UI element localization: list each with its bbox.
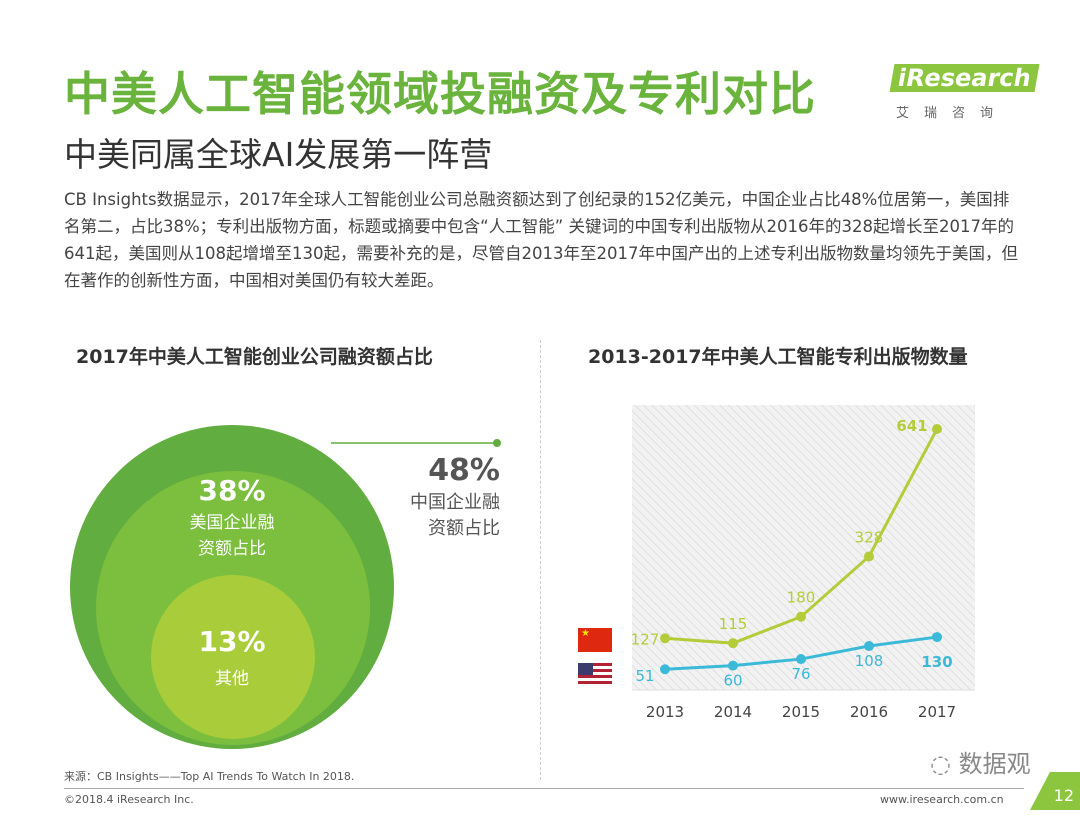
pie-circle-other <box>151 575 315 739</box>
data-point <box>864 551 874 562</box>
data-label: 108 <box>855 652 884 670</box>
data-label: 130 <box>921 653 952 671</box>
x-tick-label: 2013 <box>646 703 684 721</box>
source-note: 来源：CB Insights——Top AI Trends To Watch I… <box>64 770 355 783</box>
pie-name-china: 中国企业融资额占比 <box>410 492 500 539</box>
china-flag-icon: ★ <box>578 628 612 652</box>
divider <box>540 340 541 780</box>
data-label: 115 <box>719 615 748 633</box>
pie-chart-title: 2017年中美人工智能创业公司融资额占比 <box>76 346 433 368</box>
x-tick-label: 2017 <box>918 703 956 721</box>
watermark: ◌ 数据观 <box>930 744 1031 779</box>
copyright: ©2018.4 iResearch Inc. <box>64 793 194 806</box>
data-point <box>660 664 670 675</box>
usa-flag-icon <box>578 663 612 687</box>
page-title: 中美人工智能领域投融资及专利对比 <box>64 67 816 121</box>
data-label: 328 <box>855 528 884 546</box>
data-point <box>796 611 806 622</box>
pie-label-china: 48% <box>428 453 500 488</box>
page-subtitle: 中美同属全球AI发展第一阵营 <box>64 135 493 174</box>
watermark-text: 数据观 <box>958 750 1031 778</box>
data-label: 127 <box>631 630 660 648</box>
body-paragraph: CB Insights数据显示，2017年全球人工智能创业公司总融资额达到了创纪… <box>64 190 1018 290</box>
pie-name-usa: 美国企业融资额占比 <box>189 513 275 559</box>
data-label: 60 <box>723 672 742 690</box>
data-label: 180 <box>787 589 816 607</box>
x-tick-label: 2014 <box>714 703 752 721</box>
footer-rule <box>64 788 1024 789</box>
data-point <box>932 632 942 643</box>
line-chart-title: 2013-2017年中美人工智能专利出版物数量 <box>588 346 968 368</box>
iresearch-logo: iResearch 艾瑞咨询 <box>889 62 1040 126</box>
x-tick-label: 2016 <box>850 703 888 721</box>
data-point <box>864 641 874 652</box>
plot-area <box>632 405 975 690</box>
x-tick-label: 2015 <box>782 703 820 721</box>
data-label: 51 <box>635 667 654 685</box>
data-point <box>660 633 670 644</box>
pie-label-other: 13% <box>198 625 265 658</box>
website-link[interactable]: www.iresearch.com.cn <box>880 793 1004 806</box>
pie-name-other: 其他 <box>215 669 249 689</box>
data-point <box>728 638 738 649</box>
callout-dot <box>493 439 501 447</box>
data-label: 641 <box>896 417 927 435</box>
pie-label-usa: 38% <box>198 474 265 507</box>
data-label: 76 <box>791 665 810 683</box>
wechat-icon: ◌ <box>930 750 951 778</box>
data-point <box>796 654 806 665</box>
logo-cn: 艾瑞咨询 <box>896 106 1009 121</box>
data-point <box>728 660 738 671</box>
data-point <box>932 424 942 435</box>
